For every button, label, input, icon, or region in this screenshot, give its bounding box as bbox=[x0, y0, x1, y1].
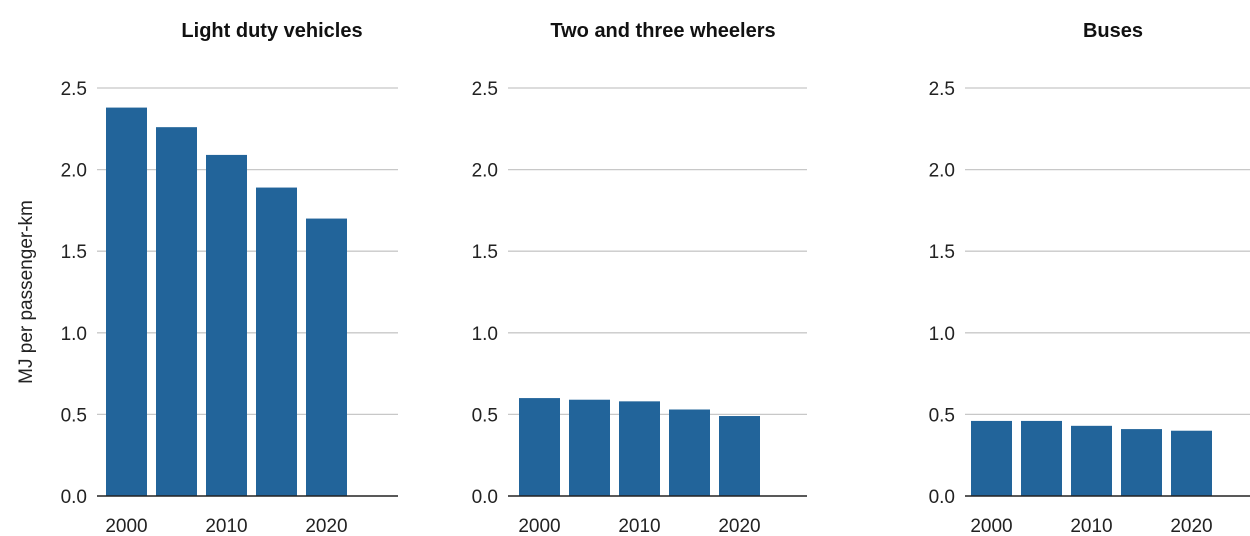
bar-2000 bbox=[971, 420, 1012, 496]
y-tick-label-1-5: 1.5 bbox=[929, 242, 955, 263]
x-tick-label-2000: 2000 bbox=[970, 516, 1012, 536]
panel-title: Two and three wheelers bbox=[550, 20, 775, 42]
y-tick-label-1-5: 1.5 bbox=[61, 242, 87, 263]
y-tick-label-0-0: 0.0 bbox=[929, 487, 955, 508]
x-tick-label-2000: 2000 bbox=[105, 516, 147, 536]
y-tick-label-2-5: 2.5 bbox=[929, 79, 955, 100]
panel-light-duty-vehicles: Light duty vehicles 0.0 0.5 1.0 1.5 2.0 2.5 200… bbox=[61, 20, 398, 536]
y-tick-label-2-0: 2.0 bbox=[61, 161, 87, 182]
y-tick-label-0-5: 0.5 bbox=[61, 405, 87, 426]
x-tick-label-2010: 2010 bbox=[1070, 516, 1112, 536]
bar-2020 bbox=[306, 218, 347, 496]
y-tick-label-1-5: 1.5 bbox=[472, 242, 498, 263]
bar-2015 bbox=[1121, 429, 1162, 496]
bar-2010 bbox=[206, 154, 247, 497]
x-tick-label-2010: 2010 bbox=[205, 516, 247, 536]
x-tick-label-2000: 2000 bbox=[518, 516, 560, 536]
y-tick-label-1-0: 1.0 bbox=[472, 324, 498, 345]
y-tick-label-0-5: 0.5 bbox=[472, 405, 498, 426]
x-tick-label-2020: 2020 bbox=[718, 516, 760, 536]
y-tick-label-0-5: 0.5 bbox=[929, 405, 955, 426]
x-tick-label-2010: 2010 bbox=[618, 516, 660, 536]
bar-2020 bbox=[719, 416, 760, 496]
y-tick-label-2-0: 2.0 bbox=[472, 161, 498, 182]
panel-two-and-three-wheelers: Two and three wheelers 0.0 0.5 1.0 1.5 2.0 2.5… bbox=[472, 20, 807, 536]
y-tick-label-1-0: 1.0 bbox=[61, 324, 87, 345]
bar-2000 bbox=[519, 398, 560, 496]
panel-title: Buses bbox=[1083, 20, 1143, 42]
bar-2005 bbox=[1021, 420, 1062, 496]
y-axis-label: MJ per passenger-km bbox=[16, 200, 37, 384]
bar-2015 bbox=[256, 187, 297, 496]
y-tick-label-1-0: 1.0 bbox=[929, 324, 955, 345]
y-tick-label-2-0: 2.0 bbox=[929, 161, 955, 182]
y-tick-label-0-0: 0.0 bbox=[472, 487, 498, 508]
bar-2000 bbox=[106, 107, 147, 497]
panel-title: Light duty vehicles bbox=[181, 20, 362, 42]
y-tick-label-0-0: 0.0 bbox=[61, 487, 87, 508]
panel-buses: Buses 0.0 0.5 1.0 1.5 2.0 2.5 2000 2010 2020 bbox=[929, 20, 1250, 536]
bar-2020 bbox=[1171, 430, 1212, 496]
x-tick-label-2020: 2020 bbox=[1170, 516, 1212, 536]
y-tick-label-2-5: 2.5 bbox=[472, 79, 498, 100]
bar-2010 bbox=[619, 401, 660, 496]
bar-2015 bbox=[669, 409, 710, 496]
bar-2005 bbox=[569, 399, 610, 496]
bar-2010 bbox=[1071, 425, 1112, 496]
bar-2005 bbox=[156, 127, 197, 496]
y-tick-label-2-5: 2.5 bbox=[61, 79, 87, 100]
x-tick-label-2020: 2020 bbox=[305, 516, 347, 536]
